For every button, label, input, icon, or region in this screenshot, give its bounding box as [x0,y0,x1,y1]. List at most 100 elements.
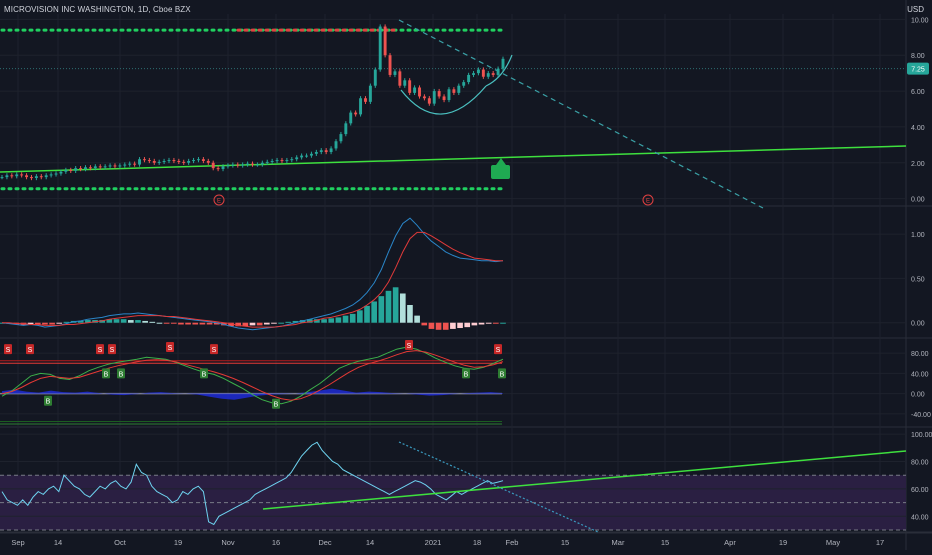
buy-signal-label: B [104,371,109,378]
macd-histogram-bar [435,322,442,330]
y-tick-label: 80.00 [911,351,929,358]
candle-body [138,159,141,165]
currency-label: USD [907,5,924,14]
macd-histogram-bar [407,305,413,323]
candle-body [113,165,117,167]
macd-histogram-bar [156,322,163,324]
candle-body [314,152,318,154]
signal-line [2,231,503,328]
x-tick-label: Oct [114,538,127,547]
sell-signal [166,342,174,353]
macd-histogram-bar [428,322,435,329]
earnings-marker-label: E [217,199,221,205]
y-tick-label: 0.00 [911,392,925,399]
macd-histogram-bar [292,320,299,323]
buy-flag [491,165,510,179]
macd-histogram-bar [306,319,313,323]
candle-body [54,173,58,175]
x-tick-label: 17 [876,538,884,547]
earnings-marker [213,194,225,206]
y-tick-label: 0.00 [911,197,925,204]
buy-signal [117,368,125,379]
candle-body [305,155,308,157]
buy-signal [44,395,52,406]
candle-body [408,80,412,93]
candle-body [216,168,220,170]
candle-body [172,160,176,162]
candle-body [93,166,97,169]
y-tick-label: 0.00 [911,321,925,328]
candle-body [418,87,421,97]
candle-body [290,159,294,161]
y-tick-label: 2.00 [911,161,925,168]
y-tick-label: 0.50 [911,276,925,283]
macd-histogram-bar [500,322,506,324]
candle-body [88,167,92,169]
macd-histogram-bar [457,322,463,329]
macd-histogram-bar [335,317,342,323]
candle-body [265,161,269,163]
y-tick-label: 100.00 [911,432,932,439]
candle-body [255,164,259,166]
macd-histogram-bar [399,293,406,323]
candle-body [295,157,299,160]
candle-body [280,160,284,162]
candle-body [501,58,505,69]
y-tick-label: 4.00 [911,125,925,132]
oscillator-slow-line [1,350,504,401]
x-tick-label: Dec [318,538,332,547]
macd-histogram-bar [471,322,478,326]
macd-histogram-bar [142,320,148,323]
candle-body [383,26,387,56]
macd-histogram-bar [206,322,213,325]
y-tick-label: 8.00 [911,53,925,60]
y-tick-label: 6.00 [911,89,925,96]
y-tick-label: 1.00 [911,232,925,239]
macd-histogram-bar [263,322,270,325]
macd-histogram-bar [256,322,263,326]
sell-signal-label: S [212,347,217,354]
candle-body [427,98,431,104]
macd-histogram-bar [235,322,242,327]
candle-body [413,87,417,93]
macd-histogram-bar [450,322,456,329]
x-tick-label: Nov [221,538,235,547]
buy-signal [200,368,208,379]
candle-body [5,175,9,178]
candle-body [309,153,313,156]
candle-body [226,165,230,167]
candle-body [231,164,235,166]
candle-body [319,150,323,153]
candle-body [39,176,43,178]
buy-flag-arrow [496,158,506,165]
macd-histogram-bar [392,287,399,323]
macd-histogram-bar [485,322,492,324]
macd-histogram-bar [178,322,184,325]
candle-body [142,159,146,161]
candle-body [476,69,480,74]
handle-arc [485,54,513,87]
macd-histogram-bar [342,315,349,323]
macd-histogram-bar [378,296,385,323]
candle-body [167,160,171,162]
last-price-label: 7.25 [911,67,925,74]
candle-body [462,82,466,86]
macd-histogram-bar [56,322,63,324]
macd-histogram-bar [170,322,177,324]
macd-histogram-bar [414,315,420,323]
x-tick-label: 19 [779,538,787,547]
buy-signal [272,398,280,409]
sell-signal [494,344,502,355]
candle-body [457,85,461,93]
candle-body [368,85,372,102]
macd-histogram-bar [314,319,320,323]
sell-signal-label: S [98,347,103,354]
buy-signal-label: B [274,402,279,409]
x-tick-label: 15 [561,538,569,547]
candle-body [324,150,328,153]
macd-histogram-bar [249,322,256,326]
candle-body [44,175,48,178]
candle-body [452,89,456,93]
candle-body [437,91,441,97]
